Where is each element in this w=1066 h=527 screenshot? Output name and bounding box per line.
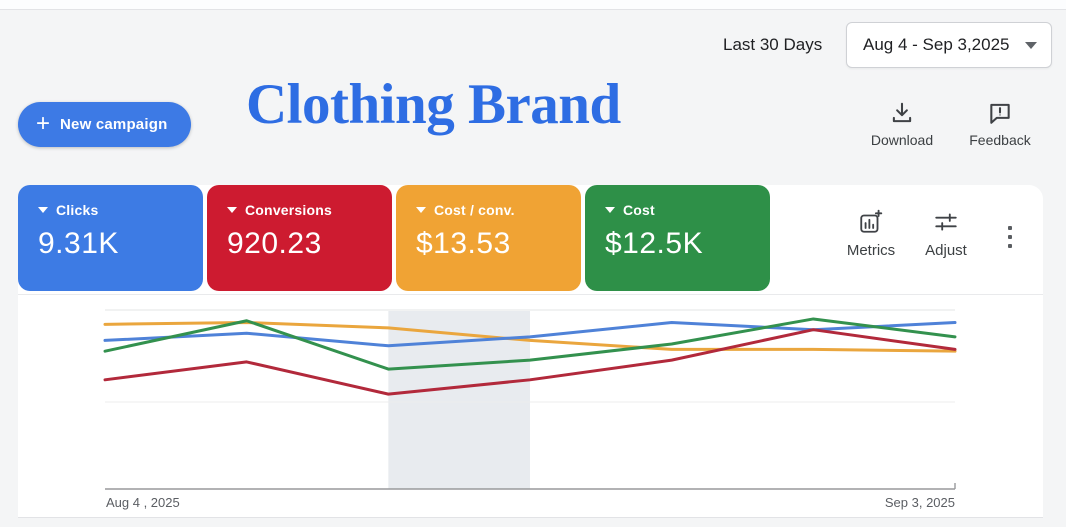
scorecard-value: $12.5K [605,227,704,260]
x-axis-start-label: Aug 4 , 2025 [106,495,180,510]
chevron-down-icon[interactable] [38,207,48,213]
series-line-cost-conv [103,321,957,353]
new-campaign-button[interactable]: + New campaign [18,102,192,147]
metrics-button[interactable]: Metrics [836,209,906,259]
chevron-down-icon[interactable] [416,207,426,213]
top-border-strip [0,0,1066,10]
chart-svg: Aug 4 , 2025 Sep 3, 2025 [103,309,957,510]
scorecard-label: Clicks [56,202,99,218]
download-label: Download [870,132,934,148]
scorecard-row: Clicks 9.31K Conversions 920.23 Cost / c… [18,185,770,291]
scorecard-label: Conversions [245,202,332,218]
scorecard-cost-per-conv[interactable]: Cost / conv. $13.53 [396,185,581,291]
download-icon [889,100,915,129]
page-title: Clothing Brand [246,73,621,136]
feedback-label: Feedback [969,132,1031,148]
chevron-down-icon[interactable] [605,207,615,213]
dashboard-panel: Clicks 9.31K Conversions 920.23 Cost / c… [18,185,1043,518]
x-axis-end-label: Sep 3, 2025 [885,495,955,510]
scorecard-value: 920.23 [227,227,322,260]
metrics-icon [858,209,884,238]
scorecard-value: $13.53 [416,227,511,260]
performance-line-chart: Aug 4 , 2025 Sep 3, 2025 [85,297,1045,518]
scorecard-cost[interactable]: Cost $12.5K [585,185,770,291]
feedback-button[interactable]: Feedback [956,100,1044,148]
more-options-kebab-icon[interactable] [1000,215,1020,259]
date-range-value: Aug 4 - Sep 3,2025 [863,35,1010,54]
scorecard-label: Cost [623,202,655,218]
feedback-icon [987,100,1013,129]
adjust-label: Adjust [925,242,967,259]
adjust-button[interactable]: Adjust [912,209,980,259]
adjust-sliders-icon [933,209,959,238]
chart-series-layer [103,317,957,396]
series-line-cost [103,317,957,371]
scorecard-value: 9.31K [38,227,119,260]
date-range-selector[interactable]: Aug 4 - Sep 3,2025 [846,22,1052,68]
last-30-days-label: Last 30 Days [723,35,823,54]
download-button[interactable]: Download [866,100,938,148]
new-campaign-label: New campaign [60,116,168,133]
chevron-down-icon[interactable] [227,207,237,213]
metrics-label: Metrics [846,242,896,259]
chevron-down-icon [1025,41,1037,49]
scorecard-conversions[interactable]: Conversions 920.23 [207,185,392,291]
plus-icon: + [36,109,51,137]
scorecard-clicks[interactable]: Clicks 9.31K [18,185,203,291]
scorecard-toolbar-row: Clicks 9.31K Conversions 920.23 Cost / c… [18,185,1043,295]
series-line-conversions [103,328,957,396]
scorecard-label: Cost / conv. [434,202,515,218]
